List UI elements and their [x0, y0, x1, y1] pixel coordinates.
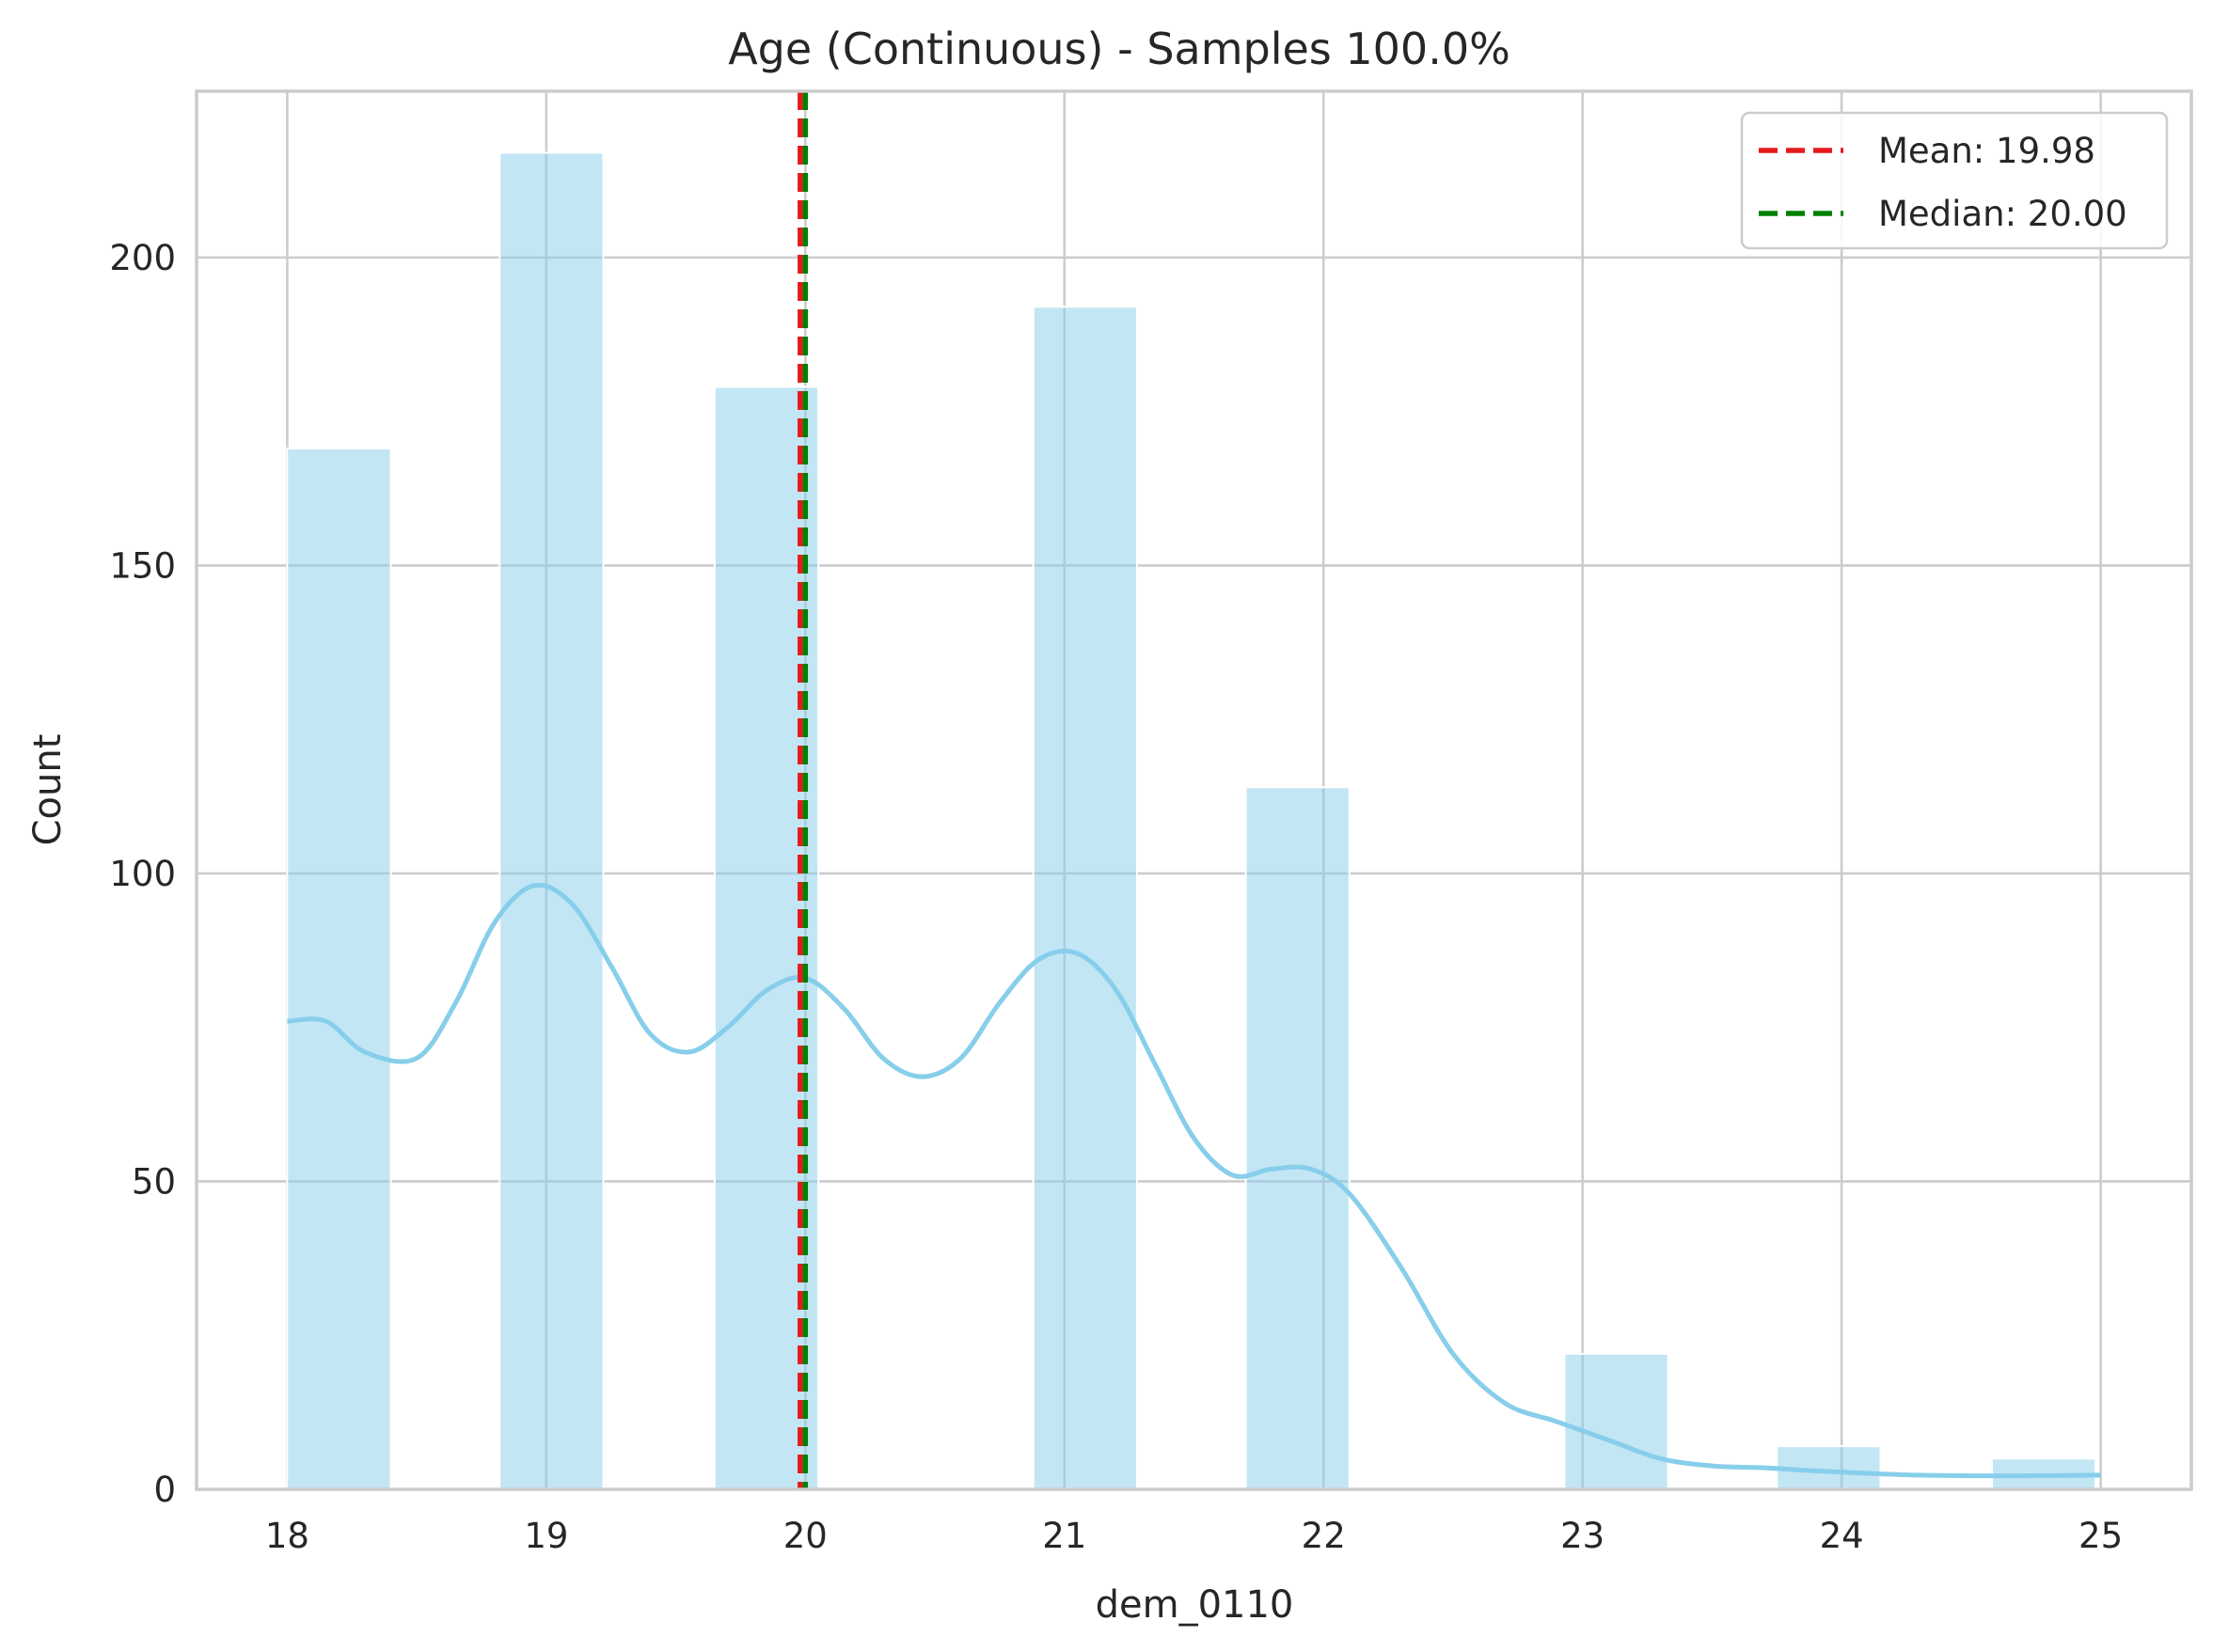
legend-box	[1740, 111, 2169, 250]
y-tick-label: 0	[153, 1470, 176, 1510]
bars-layer	[286, 151, 2097, 1491]
histogram-bar	[1563, 1352, 1669, 1491]
histogram-bar	[498, 151, 605, 1491]
x-tick-label: 23	[1560, 1516, 1604, 1556]
x-tick-label: 21	[1042, 1516, 1086, 1556]
plot-frame	[195, 89, 2193, 1491]
y-axis-label: Count	[26, 734, 70, 846]
tick-labels-layer: 18 19 20 21 22 23 24 25 0 50 100 150 200	[109, 238, 2123, 1556]
reference-lines-layer	[798, 91, 809, 1489]
legend: Mean: 19.98 Median: 20.00	[1740, 111, 2169, 250]
legend-label-median: Median: 20.00	[1878, 194, 2127, 234]
kde-layer	[287, 882, 2101, 1479]
kde-curve	[287, 882, 2101, 1479]
chart-title: Age (Continuous) - Samples 100.0%	[728, 24, 1510, 74]
y-tick-label: 100	[109, 854, 176, 894]
x-tick-label: 22	[1302, 1516, 1346, 1556]
histogram-bar	[713, 385, 820, 1490]
grid-layer	[197, 91, 2191, 1491]
x-tick-label: 20	[783, 1516, 828, 1556]
x-tick-label: 19	[524, 1516, 568, 1556]
x-tick-label: 25	[2079, 1516, 2123, 1556]
legend-label-mean: Mean: 19.98	[1878, 131, 2095, 171]
histogram-bar	[1244, 786, 1351, 1490]
histogram-bar	[286, 447, 392, 1490]
x-tick-label: 18	[265, 1516, 309, 1556]
axes-spines	[195, 89, 2193, 1491]
y-tick-label: 150	[109, 545, 176, 586]
x-tick-label: 24	[1820, 1516, 1864, 1556]
x-axis-label: dem_0110	[1096, 1583, 1294, 1627]
y-tick-label: 50	[132, 1161, 176, 1202]
histogram-bar	[1032, 306, 1138, 1491]
y-tick-label: 200	[109, 238, 176, 278]
